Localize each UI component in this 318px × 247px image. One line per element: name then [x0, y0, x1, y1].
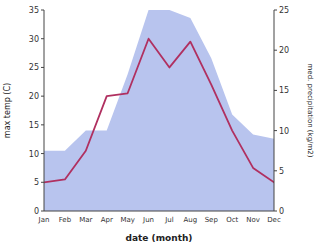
- y2-tick: [274, 10, 277, 11]
- y2-tick: [274, 50, 277, 51]
- x-tick-label: Apr: [101, 216, 113, 224]
- x-tick-label: Jun: [142, 216, 154, 224]
- chart-container: 0 5 10 15 20 25 30 35 0 5 10 15 20 25 Jan Feb Mar Apr May J…: [0, 0, 318, 247]
- x-tick-label: Nov: [246, 216, 260, 224]
- y-tick-label: 25: [29, 63, 39, 72]
- x-tick-label: Jul: [164, 216, 174, 224]
- y-tick-label: 5: [34, 178, 39, 187]
- y2-tick-label: 10: [279, 127, 289, 136]
- y2-tick-label: 25: [279, 6, 289, 15]
- y-tick-label: 30: [29, 35, 39, 44]
- x-tick-label: Oct: [226, 216, 238, 224]
- y2-tick: [274, 211, 277, 212]
- x-axis-line: [44, 211, 274, 212]
- x-tick-label: May: [120, 216, 134, 224]
- x-tick-label: Feb: [59, 216, 72, 224]
- y-tick-label: 0: [34, 207, 39, 216]
- temperature-line: [44, 39, 274, 183]
- y-tick-label: 35: [29, 6, 39, 15]
- y-tick: [41, 10, 44, 11]
- y-tick: [41, 182, 44, 183]
- axes: 0 5 10 15 20 25 30 35 0 5 10 15 20 25 Jan Feb Mar Apr May J…: [29, 6, 289, 224]
- plot-data: [44, 10, 274, 211]
- y-tick: [41, 38, 44, 39]
- y2-tick-label: 20: [279, 46, 289, 55]
- y-tick: [41, 67, 44, 68]
- x-tick-label: Mar: [79, 216, 92, 224]
- chart-svg: 0 5 10 15 20 25 30 35 0 5 10 15 20 25 Jan Feb Mar Apr May J…: [0, 0, 318, 247]
- precipitation-area: [44, 10, 274, 211]
- y-axis-line: [44, 10, 45, 211]
- y-tick: [41, 211, 44, 212]
- y2-axis-line: [274, 10, 275, 211]
- y-tick: [41, 96, 44, 97]
- y-tick: [41, 153, 44, 154]
- x-tick-label: Aug: [184, 216, 198, 224]
- y2-tick-label: 5: [279, 167, 284, 176]
- y-axis-title: max temp (C): [3, 83, 12, 138]
- y2-axis-title: med. precipitation (kg/m2): [306, 64, 314, 158]
- y-tick-label: 15: [29, 121, 39, 130]
- y2-tick: [274, 90, 277, 91]
- y-tick: [41, 124, 44, 125]
- x-tick-label: Dec: [267, 216, 281, 224]
- y2-tick: [274, 170, 277, 171]
- x-axis-title: date (month): [126, 233, 193, 243]
- y-tick-label: 20: [29, 92, 39, 101]
- x-tick-label: Jan: [38, 216, 50, 224]
- y2-tick: [274, 130, 277, 131]
- y-tick-label: 10: [29, 150, 39, 159]
- y2-tick-label: 0: [279, 207, 284, 216]
- y2-tick-label: 15: [279, 86, 289, 95]
- x-tick-label: Sep: [205, 216, 219, 224]
